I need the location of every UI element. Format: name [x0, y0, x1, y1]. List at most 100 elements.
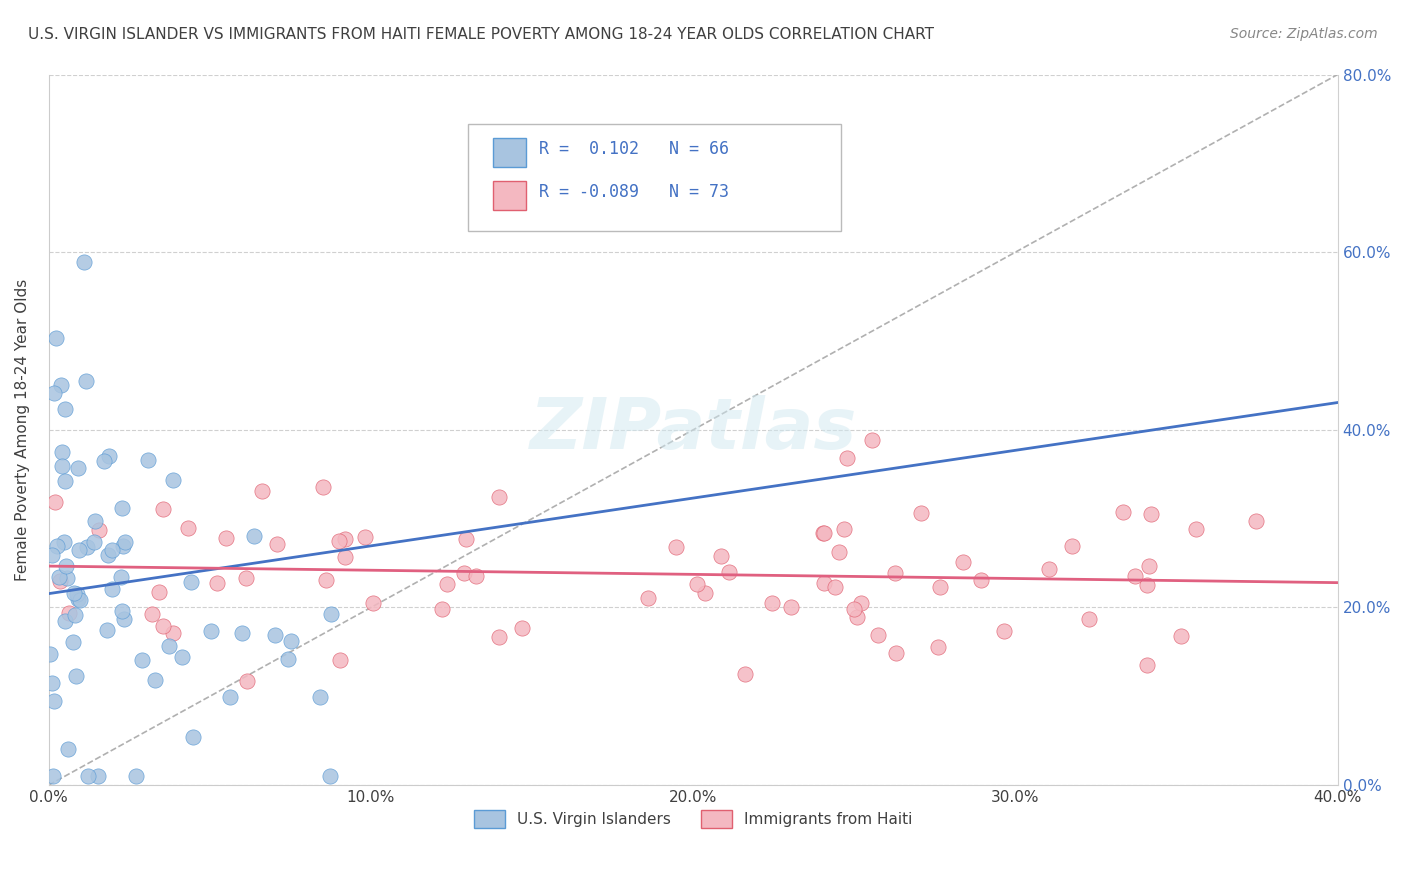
Point [1184, 522, 1206, 536]
Point [215, 532, 238, 546]
FancyBboxPatch shape [468, 124, 841, 231]
Point [65, 668, 87, 682]
Point [1140, 508, 1163, 522]
Point [1136, 658, 1159, 673]
Point [842, 602, 865, 616]
Point [170, 649, 193, 664]
Point [1170, 629, 1192, 643]
Point [110, 570, 132, 584]
Point [832, 522, 855, 536]
Point [868, 627, 890, 641]
Point [114, 534, 136, 549]
Text: ZIPatlas: ZIPatlas [530, 395, 856, 465]
Point [235, 673, 257, 688]
Point [176, 521, 198, 535]
Point [97, 548, 120, 562]
Text: R = -0.089   N = 73: R = -0.089 N = 73 [538, 183, 728, 201]
Point [112, 612, 135, 626]
Point [884, 646, 907, 660]
Point [761, 597, 783, 611]
Point [143, 673, 166, 687]
Point [952, 555, 974, 569]
Point [52, 535, 75, 549]
Y-axis label: Female Poverty Among 18-24 Year Olds: Female Poverty Among 18-24 Year Olds [15, 278, 30, 581]
Point [111, 539, 134, 553]
Point [101, 582, 124, 596]
Point [849, 596, 872, 610]
Point [328, 534, 350, 549]
Point [813, 525, 835, 540]
Point [53, 402, 76, 417]
Point [263, 628, 285, 642]
Point [87, 523, 110, 537]
Point [665, 541, 688, 555]
Point [1123, 569, 1146, 583]
Point [717, 565, 740, 579]
Point [84, 514, 107, 528]
Point [488, 630, 510, 644]
Point [46, 539, 69, 553]
Point [465, 569, 488, 583]
Point [453, 566, 475, 580]
Point [488, 490, 510, 504]
Point [53, 475, 76, 489]
Point [277, 651, 299, 665]
Text: U.S. VIRGIN ISLANDER VS IMMIGRANTS FROM HAITI FEMALE POVERTY AMONG 18-24 YEAR OL: U.S. VIRGIN ISLANDER VS IMMIGRANTS FROM … [28, 27, 934, 42]
Point [111, 604, 134, 618]
Point [55, 571, 77, 585]
Point [83, 534, 105, 549]
Point [73, 254, 96, 268]
Point [62, 635, 84, 649]
Point [181, 730, 204, 744]
Point [828, 544, 851, 558]
Point [860, 433, 883, 447]
Point [235, 571, 257, 585]
Point [1112, 505, 1135, 519]
Point [1137, 559, 1160, 574]
Point [329, 653, 352, 667]
Point [56, 742, 79, 756]
Point [75, 374, 97, 388]
Point [824, 580, 846, 594]
Bar [494, 181, 526, 210]
Point [1038, 562, 1060, 576]
Point [637, 591, 659, 605]
Point [152, 501, 174, 516]
Point [148, 585, 170, 599]
Point [1136, 578, 1159, 592]
Point [41, 769, 63, 783]
Point [929, 580, 952, 594]
Point [219, 690, 242, 704]
Point [44, 385, 66, 400]
Point [205, 575, 228, 590]
Point [131, 653, 153, 667]
Point [152, 619, 174, 633]
Point [363, 596, 385, 610]
Point [66, 460, 89, 475]
Point [96, 623, 118, 637]
Point [1244, 514, 1267, 528]
Text: R =  0.102   N = 66: R = 0.102 N = 66 [538, 140, 728, 158]
Point [41, 549, 63, 563]
Point [883, 566, 905, 580]
Point [333, 549, 356, 564]
Point [51, 458, 73, 473]
Point [162, 473, 184, 487]
Point [686, 577, 709, 591]
Point [67, 543, 90, 558]
Point [77, 769, 100, 783]
Point [65, 587, 87, 601]
Text: Source: ZipAtlas.com: Source: ZipAtlas.com [1230, 27, 1378, 41]
Point [69, 592, 91, 607]
Point [252, 484, 274, 499]
Point [333, 532, 356, 546]
Point [63, 586, 86, 600]
Bar [494, 138, 526, 167]
Point [312, 480, 335, 494]
Point [51, 445, 73, 459]
Point [76, 540, 98, 554]
Point [845, 610, 868, 624]
Point [927, 640, 949, 654]
Point [66, 592, 89, 607]
Point [39, 647, 62, 661]
